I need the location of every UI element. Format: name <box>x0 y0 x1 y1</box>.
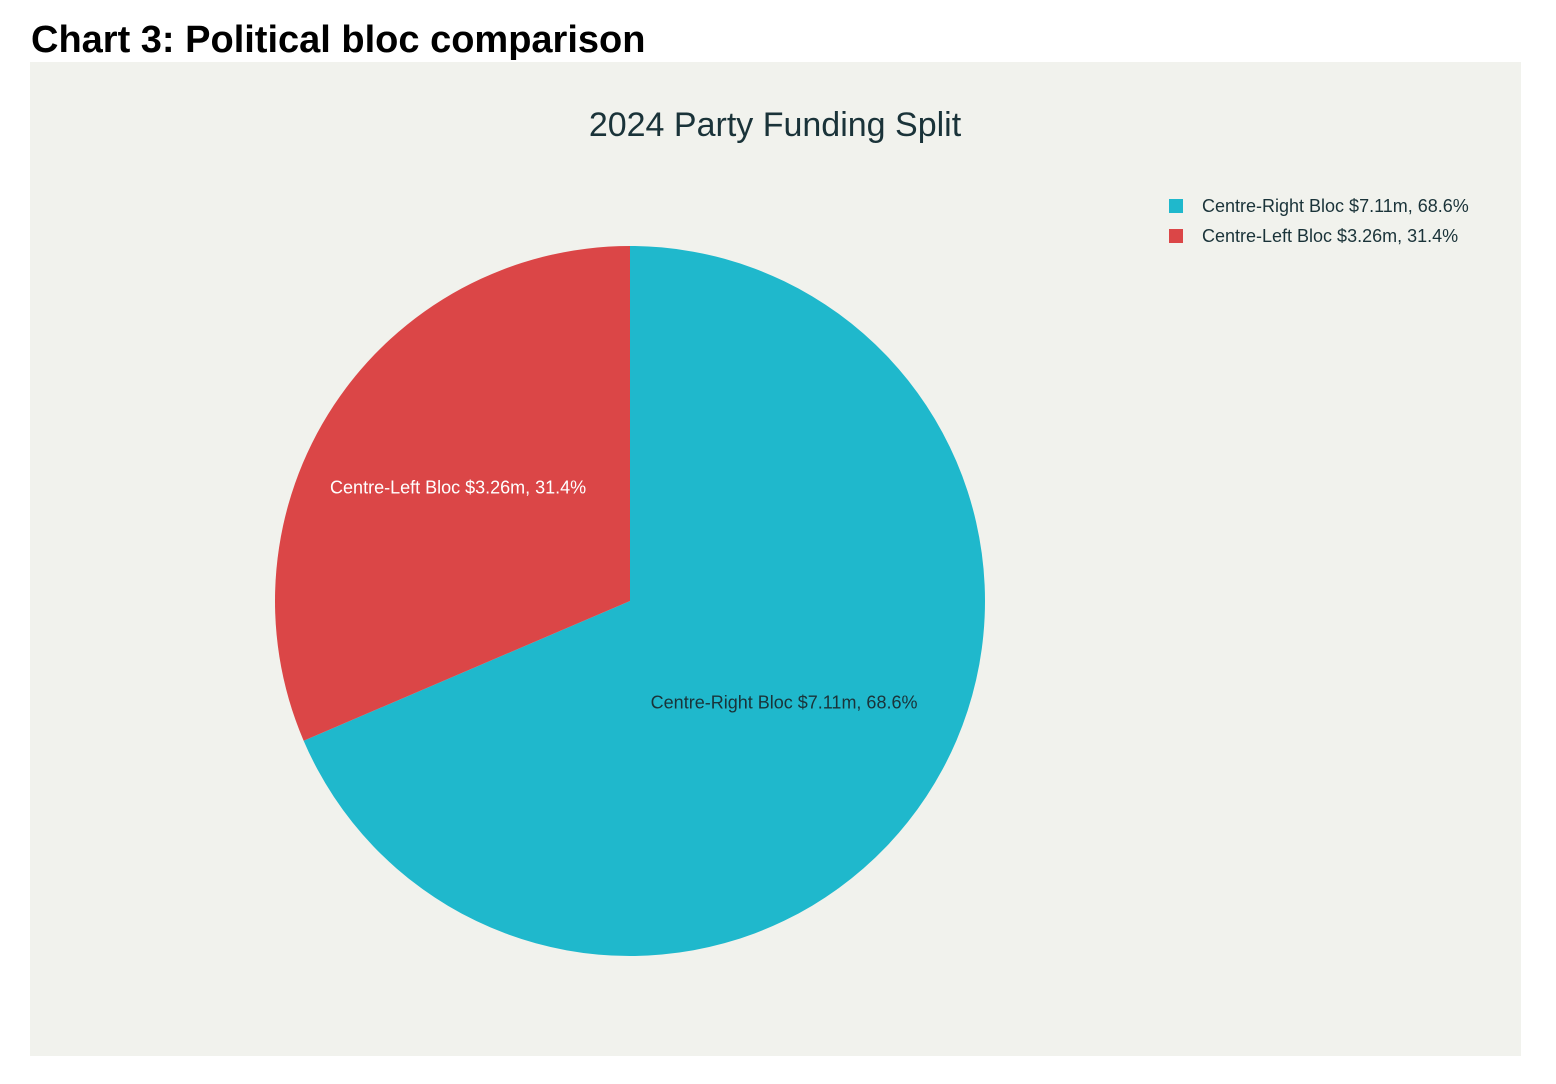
pie-slice-centre-left-bloc <box>274 246 630 741</box>
slice-label: Centre-Left Bloc $3.26m, 31.4% <box>330 478 586 498</box>
pie-chart: 2024 Party Funding Split Centre-Right Bl… <box>30 62 1521 1056</box>
legend: Centre-Right Bloc $7.11m, 68.6% Centre-Le… <box>1169 196 1469 246</box>
slice-label: Centre-Right Bloc $7.11m, 68.6% <box>651 693 918 713</box>
page-heading: Chart 3: Political bloc comparison <box>31 19 646 61</box>
pie-slice-centre-right-bloc <box>303 246 985 956</box>
chart-panel: 2024 Party Funding Split Centre-Right Bl… <box>30 62 1521 1056</box>
legend-entry-label: Centre-Left Bloc $3.26m, 31.4% <box>1202 226 1458 246</box>
legend-entry-label: Centre-Right Bloc $7.11m, 68.6% <box>1202 196 1469 216</box>
pie-slices <box>274 246 985 956</box>
legend-swatch <box>1169 199 1183 213</box>
slice-labels: Centre-Right Bloc $7.11m, 68.6% Centre-Le… <box>330 478 917 713</box>
chart-title: 2024 Party Funding Split <box>589 106 962 144</box>
legend-swatch <box>1169 229 1183 243</box>
